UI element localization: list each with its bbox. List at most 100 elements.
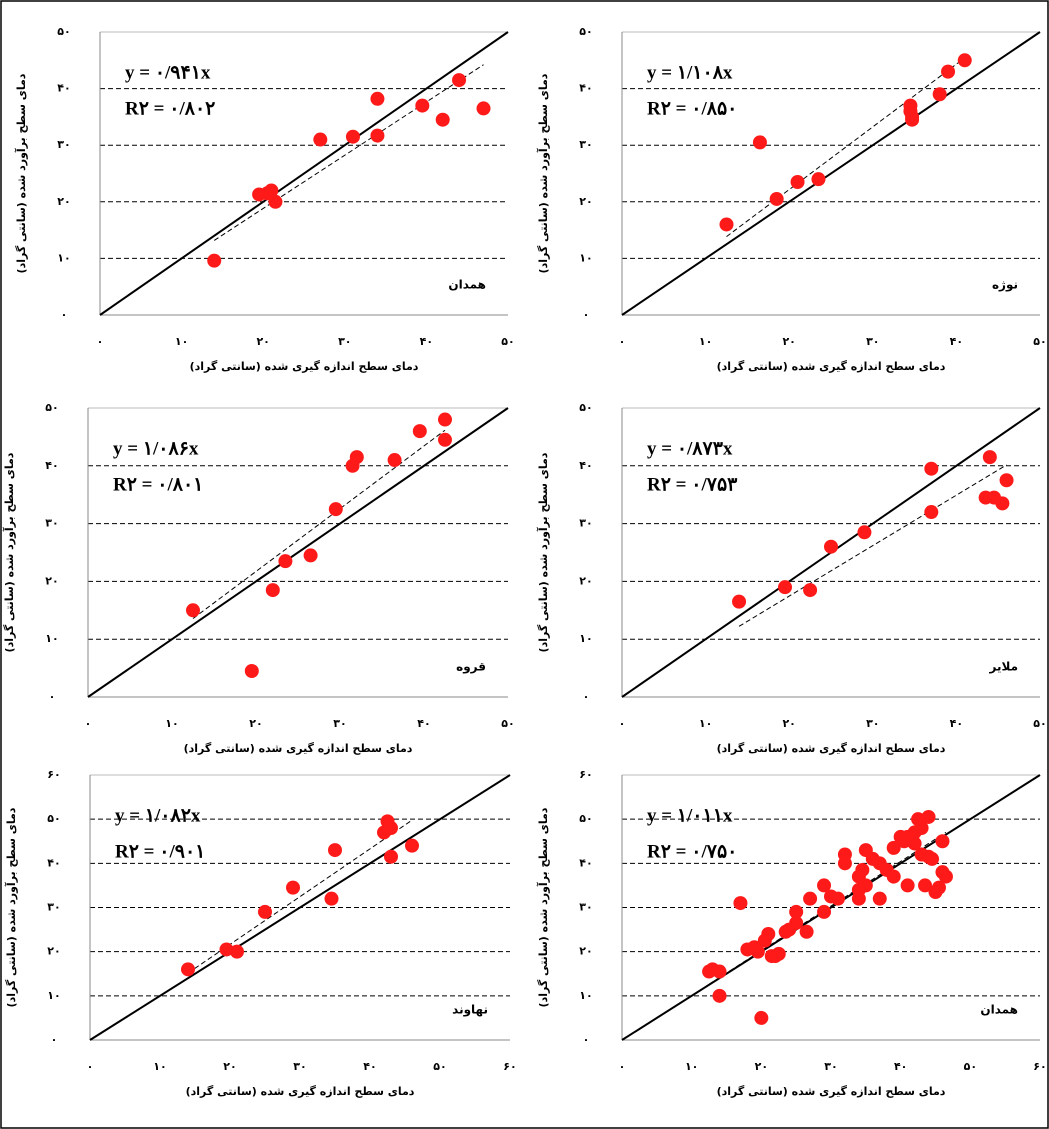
y-tick-label: ۵۰ xyxy=(57,25,70,38)
trend-line xyxy=(726,57,966,238)
data-point xyxy=(732,594,747,609)
x-tick-label: ۲۰ xyxy=(755,1060,768,1073)
data-point xyxy=(995,496,1010,511)
data-point xyxy=(872,891,887,906)
data-point xyxy=(219,942,234,957)
y-tick-label: ۵۰ xyxy=(579,812,592,825)
y-tick-label: ۰ xyxy=(583,690,590,703)
x-tick-label: ۱۰ xyxy=(165,717,178,730)
y-tick-label: ۴۰ xyxy=(47,856,60,869)
x-tick-label: ۳۰ xyxy=(824,1060,837,1073)
data-point xyxy=(803,891,818,906)
data-point xyxy=(328,502,343,517)
y-tick-label: ۲۰ xyxy=(579,945,592,958)
x-tick-label: ۰ xyxy=(87,1060,94,1073)
data-point xyxy=(370,128,385,143)
data-point xyxy=(181,962,195,977)
data-point xyxy=(957,53,972,68)
y-tick-label: ۲۰ xyxy=(47,945,60,958)
one-to-one-line xyxy=(99,31,509,316)
x-tick-label: ۲۰ xyxy=(223,1060,236,1073)
data-point xyxy=(799,924,814,939)
trend-equation: y = ۱/۰۸۶x xyxy=(113,438,199,459)
x-tick-label: ۵۰ xyxy=(433,1060,446,1073)
y-tick-label: ۴۰ xyxy=(45,459,58,472)
data-point xyxy=(855,862,870,877)
y-axis-label: دمای سطح برآورد شده (سانتی گراد) xyxy=(536,73,550,273)
x-tick-label: ۳۰ xyxy=(866,717,879,730)
x-tick-label: ۱۰ xyxy=(699,717,712,730)
y-axis-label: دمای سطح برآورد شده (سانتی گراد) xyxy=(536,807,550,1007)
data-point xyxy=(837,847,852,862)
data-point xyxy=(370,91,385,106)
x-axis-label: دمای سطح اندازه گیری شده (سانتی گراد) xyxy=(717,742,946,755)
y-tick-label: ۰ xyxy=(49,690,56,703)
data-point xyxy=(761,927,776,941)
y-tick-label: ۴۰ xyxy=(579,82,592,95)
data-point xyxy=(935,834,950,849)
y-tick-label: ۱۰ xyxy=(579,251,592,264)
x-tick-label: ۳۰ xyxy=(338,335,351,348)
x-tick-label: ۱۰ xyxy=(175,335,188,348)
trend-line xyxy=(187,819,413,974)
data-point xyxy=(789,904,804,919)
r-squared: R۲ = ۰/۹۰۱ xyxy=(115,841,205,862)
y-tick-label: ۳۰ xyxy=(579,901,592,914)
one-to-one-line xyxy=(621,31,1041,316)
r-squared: R۲ = ۰/۷۵۰ xyxy=(647,841,737,862)
data-point xyxy=(752,135,767,150)
data-point xyxy=(405,838,419,853)
y-tick-label: ۶۰ xyxy=(579,768,592,781)
y-tick-label: ۲۰ xyxy=(57,195,70,208)
one-to-one-line xyxy=(89,774,511,1041)
y-axis-label: دمای سطح برآورد شده (سانتی گراد) xyxy=(536,452,550,652)
x-tick-label: ۱۰ xyxy=(699,335,712,348)
trend-equation: y = ۱/۰۸۲x xyxy=(115,805,201,826)
x-tick-label: ۴۰ xyxy=(950,717,963,730)
data-point xyxy=(857,525,872,540)
one-to-one-line xyxy=(621,774,1041,1041)
y-tick-label: ۵۰ xyxy=(579,25,592,38)
data-point xyxy=(438,432,452,447)
x-tick-label: ۲۰ xyxy=(782,335,795,348)
data-point xyxy=(435,112,450,127)
x-tick-label: ۲۰ xyxy=(256,335,269,348)
data-point xyxy=(268,194,283,209)
trend-line xyxy=(738,464,1007,627)
data-point xyxy=(900,878,915,893)
x-tick-label: ۲۰ xyxy=(782,717,795,730)
data-point xyxy=(412,424,427,439)
y-tick-label: ۳۰ xyxy=(579,517,592,530)
y-tick-label: ۴۰ xyxy=(579,856,592,869)
data-point xyxy=(790,174,805,189)
y-axis-label: دمای سطح برآورد شده (سانتی گراد) xyxy=(4,807,18,1007)
x-tick-label: ۳۰ xyxy=(333,717,346,730)
y-axis-label: دمای سطح برآورد شده (سانتی گراد) xyxy=(14,73,28,273)
data-point xyxy=(938,869,953,884)
data-point xyxy=(778,580,793,595)
data-point xyxy=(265,583,280,598)
data-point xyxy=(925,851,940,866)
data-point xyxy=(918,878,933,893)
y-tick-label: ۰ xyxy=(583,1033,590,1046)
y-tick-label: ۳۰ xyxy=(45,517,58,530)
station-label: ملایر xyxy=(988,660,1018,674)
data-point xyxy=(907,836,922,851)
x-tick-label: ۳۰ xyxy=(293,1060,306,1073)
data-point xyxy=(712,988,727,1003)
y-tick-label: ۰ xyxy=(61,308,68,321)
data-point xyxy=(438,412,452,427)
data-point xyxy=(754,1010,769,1025)
y-tick-label: ۲۰ xyxy=(579,574,592,587)
data-point xyxy=(886,840,901,855)
data-point xyxy=(244,663,259,678)
x-tick-label: ۱۰ xyxy=(153,1060,166,1073)
x-tick-label: ۵۰ xyxy=(501,717,514,730)
data-point xyxy=(830,891,845,906)
data-point xyxy=(824,539,838,554)
y-tick-label: ۱۰ xyxy=(579,632,592,645)
data-point xyxy=(769,191,784,206)
y-axis-label: دمای سطح برآورد شده (سانتی گراد) xyxy=(2,452,16,652)
